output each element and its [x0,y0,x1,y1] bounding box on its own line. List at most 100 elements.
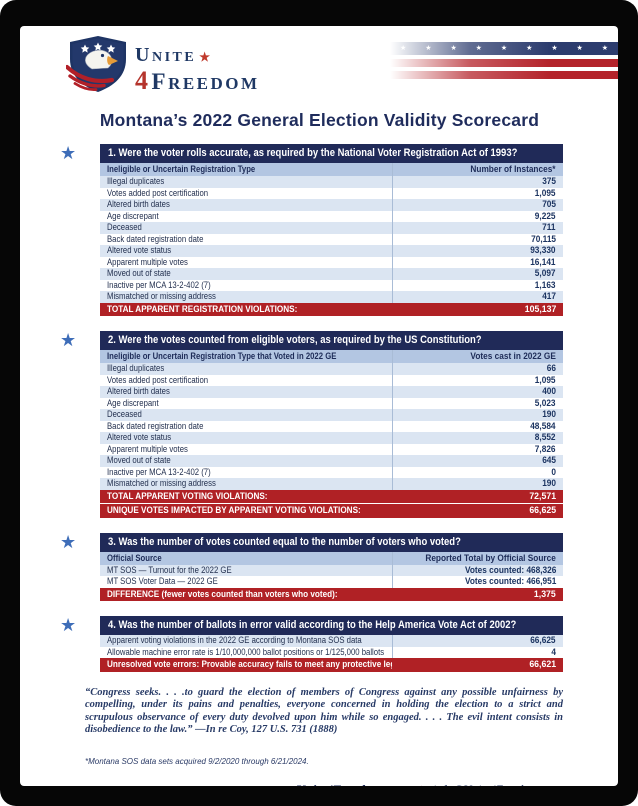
scorecard-content: Montana’s 2022 General Election Validity… [20,26,618,786]
logo-star-icon: ★ [199,50,210,64]
table-row: Apparent voting violations in the 2022 G… [100,635,563,647]
unite4freedom-logo: UNITE ★ 4FREEDOM [64,35,260,98]
section-star-icon: ★ [60,143,77,163]
table-row: Deceased 711 [100,222,563,234]
table-row: Mismatched or missing address 190 [100,478,563,490]
table-row: Altered vote status 8,552 [100,432,563,444]
row-label: Mismatched or missing address [107,291,216,301]
row-value: 66,625 [391,635,563,647]
row-value: 190 [391,478,563,490]
row-value: 5,023 [391,397,563,409]
row-label: Apparent multiple votes [107,443,188,454]
scorecard-section-3: ★ 3. Was the number of votes counted equa… [60,532,563,601]
row-value: 645 [391,455,563,467]
row-value: 70,115 [391,233,563,245]
table-row: Apparent multiple votes 16,141 [100,256,563,268]
scorecard-section-4: ★ 4. Was the number of ballots in error v… [60,616,563,672]
row-label: Altered birth dates [107,199,170,209]
column-header-row: Official Source Reported Total by Officia… [100,551,563,565]
row-value: 8,552 [391,432,563,444]
flag-stars: ★ ★ ★ ★ ★ ★ ★ ★ ★ ★ ★ ★ ★ ★ [400,45,618,52]
row-label: MT SOS — Turnout for the 2022 GE [107,564,232,575]
website-link[interactable]: Unite4Freedom.com [297,782,410,787]
row-value: 1,095 [391,187,563,199]
section-question-text: 4. Was the number of ballots in error va… [108,619,517,631]
flag-star-stripe: ★ ★ ★ ★ ★ ★ ★ ★ ★ ★ ★ ★ ★ ★ [390,42,618,55]
row-label: Altered vote status [107,245,172,255]
row-label: Inactive per MCA 13-2-402 (7) [107,466,211,477]
table-row: MT SOS — Turnout for the 2022 GE Votes co… [100,564,563,576]
row-label: Altered birth dates [107,386,170,396]
row-value: 4 [391,646,563,658]
row-label: Moved out of state [107,455,171,465]
scorecard-section-1: ★ 1. Were the voter rolls accurate, as re… [60,144,563,316]
row-label: Age discrepant [107,397,159,408]
row-value: 5,097 [391,268,563,280]
row-value: 48,584 [391,420,563,432]
row-label: Altered vote status [107,432,172,442]
total-row: DIFFERENCE (fewer votes counted than vot… [100,587,563,601]
row-value: 190 [391,409,563,421]
total-value: 105,137 [524,303,556,315]
table-row: Mismatched or missing address 417 [100,291,563,303]
table-row: Inactive per MCA 13-2-402 (7) 1,163 [100,279,563,291]
table-row: Inactive per MCA 13-2-402 (7) 0 [100,466,563,478]
table-row: Altered birth dates 400 [100,386,563,398]
section-star-icon: ★ [60,531,77,552]
table-row: Moved out of state 5,097 [100,268,563,280]
row-value: 66 [391,363,563,375]
row-label: Illegal duplicates [107,176,165,186]
total-value: 66,625 [529,505,556,516]
row-label: Mismatched or missing address [107,478,216,488]
row-value: 9,225 [391,210,563,222]
row-label: Illegal duplicates [107,363,165,373]
column-header-left: Official Source [107,552,162,563]
section-question: 4. Was the number of ballots in error va… [100,616,563,635]
data-footnote: *Montana SOS data sets acquired 9/2/2020… [85,756,309,766]
row-value: 705 [391,199,563,211]
column-header-right: Votes cast in 2022 GE [391,350,563,363]
row-label: Apparent multiple votes [107,256,188,267]
section-question-text: 2. Were the votes counted from eligible … [108,334,482,346]
table-row: Back dated registration date 48,584 [100,420,563,432]
row-label: Apparent voting violations in the 2022 G… [107,635,362,645]
section-star-icon: ★ [60,330,77,350]
flag-red-stripe-1 [390,59,618,67]
table-row: Age discrepant 5,023 [100,397,563,409]
flag-banner: ★ ★ ★ ★ ★ ★ ★ ★ ★ ★ ★ ★ ★ ★ [390,42,618,79]
row-value: 711 [391,222,563,234]
total-row: UNIQUE VOTES IMPACTED BY APPARENT VOTING… [100,503,563,518]
eagle-shield-icon [64,35,130,98]
table-row: Votes added post certification 1,095 [100,187,563,199]
table-row: Apparent multiple votes 7,826 [100,443,563,455]
row-label: MT SOS Voter Data — 2022 GE [107,576,218,586]
logo-line-unite: UNITE ★ [135,44,210,66]
total-value: 66,621 [529,659,556,670]
row-label: Deceased [107,222,142,232]
row-value: 7,826 [391,443,563,455]
row-value: 16,141 [391,256,563,268]
page-title: Montana’s 2022 General Election Validity… [99,110,540,130]
column-header-left: Ineligible or Uncertain Registration Typ… [107,164,256,174]
table-row: Altered birth dates 705 [100,199,563,211]
sections: ★ 1. Were the voter rolls accurate, as re… [60,144,563,672]
total-label: UNIQUE VOTES IMPACTED BY APPARENT VOTING… [107,505,361,516]
row-value: Votes counted: 468,326 [391,564,563,576]
table-row: Deceased 190 [100,409,563,421]
column-header-right: Number of Instances* [391,163,563,176]
table-row: Votes added post certification 1,095 [100,374,563,386]
row-label: Deceased [107,409,142,419]
column-header-row: Ineligible or Uncertain Registration Typ… [100,163,563,176]
footer: Unite4Freedom.com ★ info@Unite4Freedom.c… [85,782,563,787]
row-value: 0 [391,466,563,478]
section-question: 1. Were the voter rolls accurate, as req… [100,144,563,163]
scorecard-page: UNITE★ 4FREEDOM ★ ★ ★ ★ ★ ★ ★ ★ ★ ★ ★ ★ … [20,26,618,786]
logo-wordmark: UNITE ★ 4FREEDOM [135,35,260,94]
total-row: TOTAL APPARENT REGISTRATION VIOLATIONS: 1… [100,302,563,316]
row-value: 1,095 [391,374,563,386]
row-value: 375 [391,176,563,188]
email-link[interactable]: info@Unite4Freedom.com [434,782,563,786]
table-row: Moved out of state 645 [100,455,563,467]
section-star-icon: ★ [60,615,77,635]
